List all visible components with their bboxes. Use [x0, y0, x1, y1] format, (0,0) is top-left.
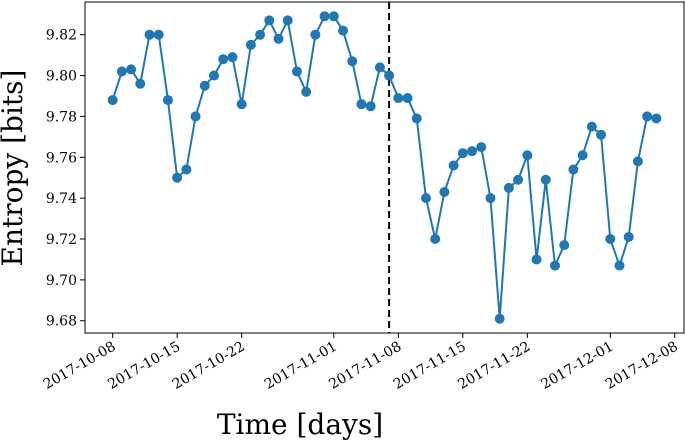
x-tick-label: 2017-11-01: [262, 339, 340, 393]
data-point: [227, 52, 238, 63]
data-point: [209, 70, 220, 81]
y-tick-label: 9.68: [46, 314, 77, 330]
data-point: [531, 254, 542, 265]
y-tick-label: 9.70: [46, 273, 77, 289]
data-point: [162, 95, 173, 106]
data-point: [522, 150, 533, 161]
data-point: [218, 54, 229, 65]
data-point: [374, 62, 385, 73]
plot-frame: [84, 1, 685, 334]
data-point: [384, 70, 395, 81]
data-point: [328, 11, 339, 22]
data-point: [439, 187, 450, 198]
data-point: [181, 164, 192, 175]
y-tick-label: 9.76: [46, 150, 77, 166]
data-point: [632, 156, 643, 167]
data-point: [549, 260, 560, 271]
x-tick-label: 2017-12-01: [538, 339, 616, 393]
y-tick-label: 9.74: [46, 191, 77, 207]
data-point: [310, 29, 321, 40]
data-point: [153, 29, 164, 40]
data-point: [503, 182, 514, 193]
data-point: [245, 39, 256, 50]
x-tick-label: 2017-10-08: [41, 339, 119, 393]
x-tick-label: 2017-12-08: [603, 339, 681, 393]
data-point: [356, 99, 367, 110]
data-point: [494, 313, 505, 324]
data-point: [319, 11, 330, 22]
y-tick-label: 9.82: [46, 28, 77, 44]
data-point: [264, 15, 275, 26]
data-point: [448, 160, 459, 171]
data-point: [126, 64, 137, 75]
data-point: [172, 172, 183, 183]
data-line: [111, 15, 657, 319]
x-tick-label: 2017-10-22: [170, 339, 248, 393]
data-point: [476, 142, 487, 153]
data-point: [467, 146, 478, 157]
x-tick-label: 2017-11-22: [455, 339, 533, 393]
data-point: [430, 234, 441, 245]
data-point: [116, 66, 127, 77]
data-point: [485, 193, 496, 204]
data-point: [577, 150, 588, 161]
data-point: [642, 111, 653, 122]
data-point: [107, 95, 118, 106]
data-point: [255, 29, 266, 40]
x-axis-label: Time [days]: [217, 408, 383, 441]
data-point: [365, 101, 376, 112]
data-point: [457, 148, 468, 159]
data-point: [402, 93, 413, 104]
data-point: [144, 29, 155, 40]
data-point: [614, 260, 625, 271]
data-point: [540, 174, 551, 185]
data-point: [513, 174, 524, 185]
data-point: [273, 33, 284, 44]
data-point: [199, 80, 210, 91]
data-point: [568, 164, 579, 175]
data-point: [605, 234, 616, 245]
data-point: [190, 111, 201, 122]
x-tick-label: 2017-11-15: [391, 339, 469, 393]
data-point: [586, 121, 597, 132]
data-point: [291, 66, 302, 77]
data-point: [338, 25, 349, 36]
data-point: [623, 231, 634, 242]
data-point: [411, 113, 422, 124]
x-tick-label: 2017-10-15: [105, 339, 183, 393]
y-tick-label: 9.78: [46, 109, 77, 125]
y-tick-label: 9.72: [46, 232, 77, 248]
data-point: [596, 129, 607, 140]
x-tick-label: 2017-11-08: [326, 339, 404, 393]
data-point: [347, 56, 358, 67]
data-point: [393, 93, 404, 104]
data-point: [282, 15, 293, 26]
y-tick-label: 9.80: [46, 69, 77, 85]
data-point: [420, 193, 431, 204]
data-point: [301, 86, 312, 97]
data-point: [559, 240, 570, 251]
data-point: [236, 99, 247, 110]
data-point: [135, 78, 146, 89]
y-axis-label: Entropy [bits]: [0, 70, 29, 267]
data-point: [651, 113, 662, 124]
